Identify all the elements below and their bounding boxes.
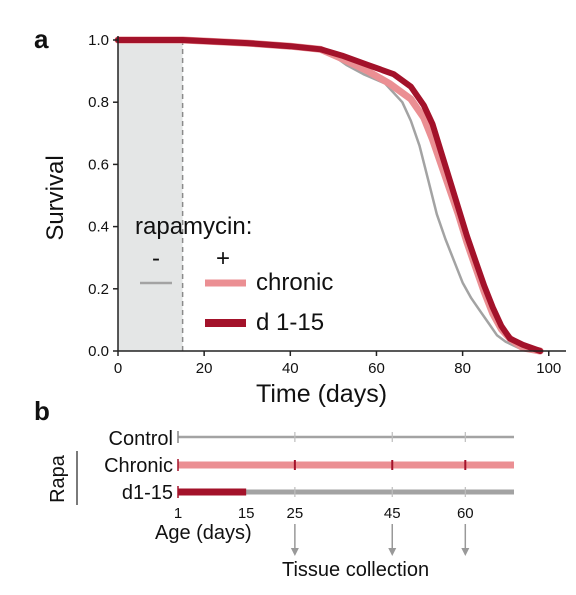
tissue-collection-label: Tissue collection [282, 559, 429, 581]
x-tick-label: 20 [196, 360, 213, 377]
x-axis-label: Time (days) [256, 380, 387, 408]
timeline-axis-label: Age (days) [155, 522, 252, 544]
survival-curves [114, 36, 544, 355]
collection-arrow [461, 524, 470, 556]
timeline-rows [177, 431, 514, 498]
panel-a-letter: a [34, 24, 49, 54]
x-tick-label: 40 [282, 360, 299, 377]
y-tick-label: 0.8 [88, 94, 109, 111]
panel-b-letter: b [34, 396, 50, 426]
tissue-collection-arrows [290, 524, 470, 556]
timeline-tick-label: 25 [287, 505, 304, 522]
y-axis-label: Survival [42, 155, 69, 240]
treatment-window-shading [118, 40, 183, 351]
row-label-control: Control [109, 428, 173, 450]
y-tick-label: 0.4 [88, 219, 109, 236]
timeline-tick-label: 1 [174, 505, 182, 522]
collection-arrow [388, 524, 397, 556]
timeline-tick-label: 60 [457, 505, 474, 522]
x-tick-label: 100 [536, 360, 561, 377]
y-tick-label: 1.0 [88, 32, 109, 49]
y-tick-label: 0.2 [88, 281, 109, 298]
legend-title: rapamycin: [135, 213, 252, 240]
y-axis-ticks: 0.0 0.2 0.4 0.6 0.8 1.0 [88, 32, 118, 360]
legend: rapamycin: - + chronic d 1-15 [135, 213, 333, 336]
x-tick-label: 0 [114, 360, 122, 377]
legend-minus-header: - [152, 245, 160, 272]
x-tick-label: 80 [454, 360, 471, 377]
legend-chronic-label: chronic [256, 269, 333, 296]
x-axis-ticks: 0 20 40 60 80 100 [114, 351, 561, 377]
legend-early-label: d 1-15 [256, 309, 324, 336]
timeline-tick-labels: 1 15 25 45 60 [174, 505, 474, 522]
series-line-d1-15 [115, 37, 544, 354]
collection-arrow [290, 524, 299, 556]
rapa-group-label: Rapa [47, 454, 69, 503]
y-tick-label: 0.6 [88, 156, 109, 173]
row-label-d1-15: d1-15 [122, 482, 173, 504]
row-label-chronic: Chronic [104, 455, 173, 477]
legend-plus-header: + [216, 245, 230, 272]
timeline-tick-label: 45 [384, 505, 401, 522]
y-tick-label: 0.0 [88, 343, 109, 360]
x-tick-label: 60 [368, 360, 385, 377]
timeline-tick-label: 15 [238, 505, 255, 522]
